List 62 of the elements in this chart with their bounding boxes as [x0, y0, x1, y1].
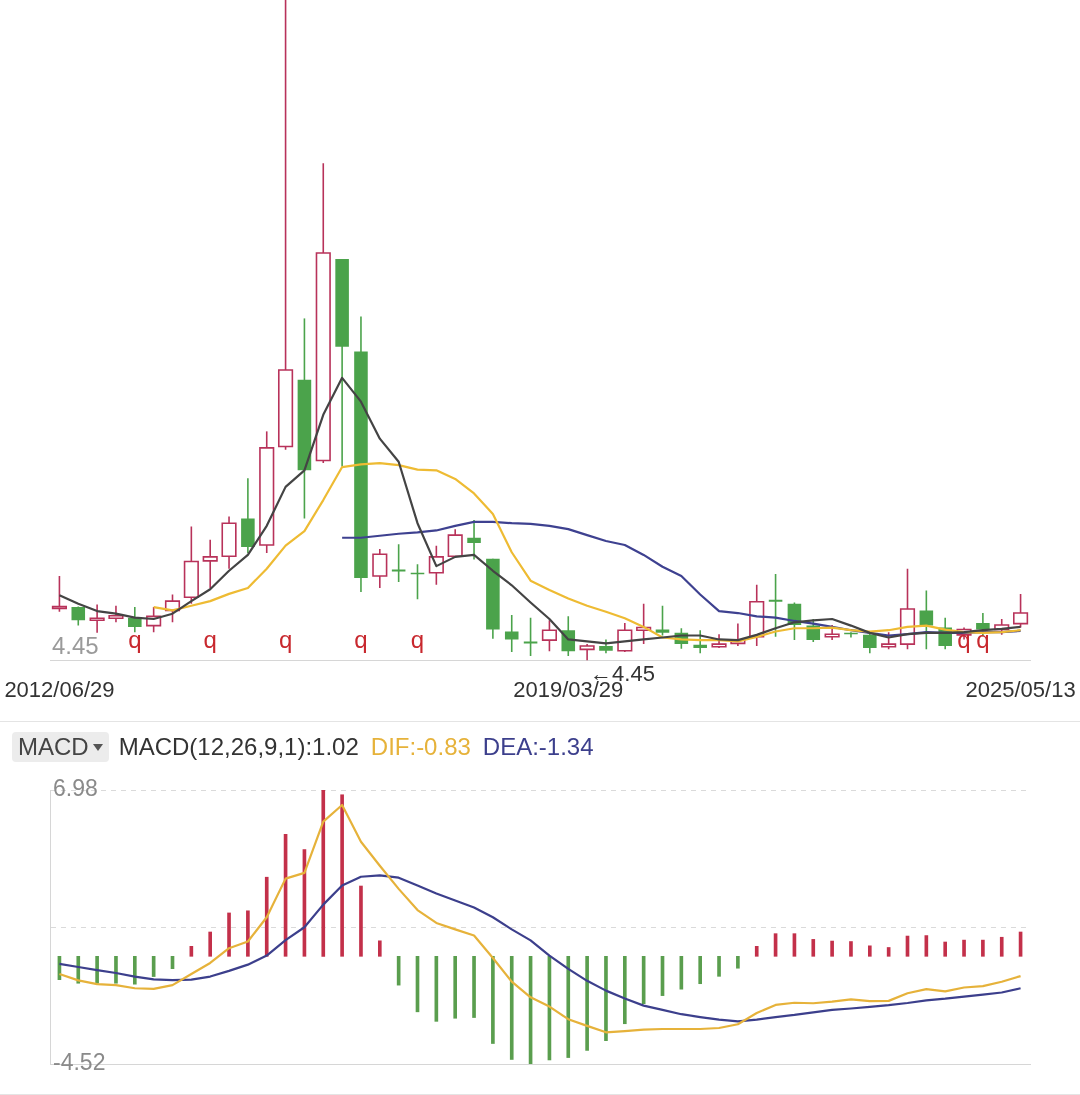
text: q [976, 626, 990, 654]
text: DIF:-0.83 [370, 733, 471, 761]
bar [227, 912, 231, 957]
bar [566, 955, 571, 1058]
candlestick [391, 543, 406, 583]
candlestick [919, 589, 934, 651]
candlestick [693, 629, 707, 655]
bar [717, 955, 721, 977]
text: q [203, 626, 217, 654]
x-tick-label: 2025/05/13 [965, 676, 1076, 702]
bar [698, 955, 703, 985]
candlestick [768, 573, 783, 638]
bar [622, 955, 627, 1025]
dropdown-button: MACD [12, 732, 109, 762]
candlestick [447, 528, 463, 559]
bar [377, 940, 382, 957]
candlestick [372, 548, 388, 589]
bar [585, 955, 589, 1051]
bar [321, 790, 326, 957]
candlestick [617, 622, 633, 653]
candlestick [202, 538, 218, 589]
bar [811, 939, 816, 957]
candlestick [71, 605, 86, 627]
y-tick-label: 6.98 [53, 775, 98, 802]
bar [340, 794, 344, 957]
candlestick [504, 614, 519, 653]
candlestick [467, 519, 481, 561]
bar [246, 910, 250, 957]
bar [604, 955, 608, 1041]
bar [509, 955, 514, 1060]
annotation: 4.45 [52, 632, 99, 660]
x-tick-label: 2012/06/29 [4, 676, 115, 702]
bar [132, 955, 137, 985]
text: DEA:-1.34 [482, 733, 594, 761]
bar [999, 936, 1004, 957]
candlestick [863, 632, 877, 655]
bar [962, 939, 966, 957]
chart-title: MACD [18, 733, 89, 761]
y-tick-label: -4.52 [53, 1049, 106, 1076]
bar [359, 885, 363, 957]
candlestick [128, 606, 142, 633]
bar [114, 955, 118, 984]
bar [736, 955, 740, 969]
bar [264, 876, 269, 957]
candlestick [541, 619, 558, 653]
text: q [278, 626, 293, 654]
bar [849, 941, 853, 957]
bar [943, 941, 948, 957]
text: q [410, 626, 425, 654]
bar [491, 955, 495, 1044]
chart-subtitle: MACD(12,26,9,1):1.02 [118, 733, 359, 761]
candlestick [1012, 593, 1029, 629]
bar [472, 955, 476, 1018]
bar [453, 955, 458, 1019]
bar [754, 945, 759, 957]
candlestick [523, 616, 538, 657]
bar [830, 940, 834, 957]
text: q [354, 626, 368, 654]
bar [981, 939, 985, 957]
bar [208, 931, 213, 957]
bar [867, 945, 872, 957]
text: q [128, 626, 142, 654]
